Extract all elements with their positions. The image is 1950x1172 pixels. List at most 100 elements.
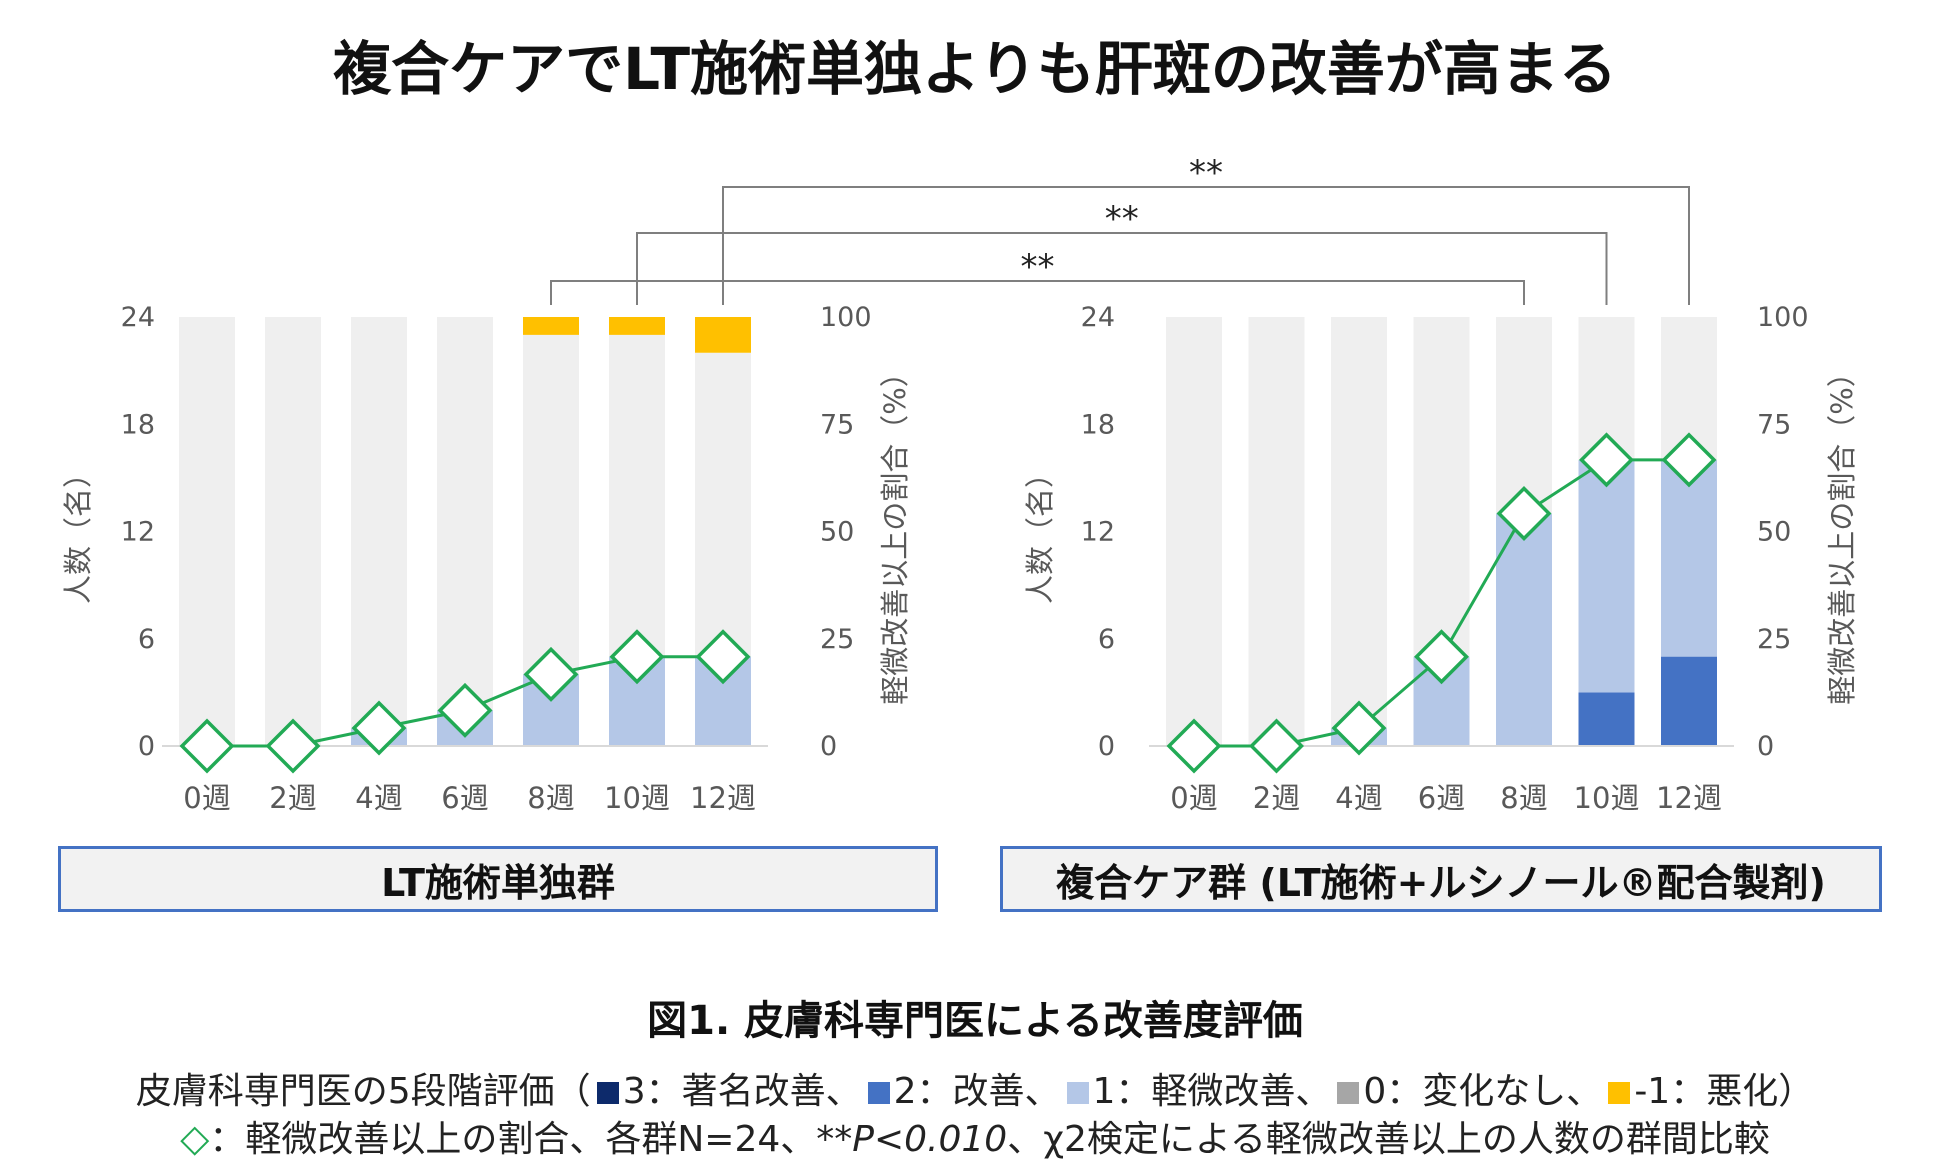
y-tick-label: 6 (1098, 624, 1115, 655)
bar-segment (1496, 513, 1552, 746)
bar-segment (1331, 317, 1387, 729)
bar-segment (1578, 692, 1635, 746)
diamond-icon: ◇ (180, 1116, 210, 1160)
y2-tick-label: 0 (1757, 731, 1774, 762)
y2-tick-label: 25 (820, 624, 854, 655)
y-tick-label: 6 (138, 624, 155, 655)
x-tick-label: 4週 (355, 781, 402, 815)
proportion-marker (1331, 700, 1387, 756)
y-tick-label: 12 (1081, 517, 1115, 548)
chart-lt-only: 0 6 12 18 24 0 25 50 75 100 人数（名） 軽微改善以上の割合（%） 0週 2週 4… (61, 302, 912, 815)
significance-label: ** (1189, 153, 1223, 193)
bar-segment (609, 334, 665, 657)
bar-segment (179, 317, 235, 746)
significance-bracket (636, 232, 1608, 305)
legend-note-a: ：軽微改善以上の割合、各群N=24、 (209, 1119, 817, 1160)
x-tick-label: 8週 (1500, 781, 1547, 815)
x-tick-label: 6週 (1418, 781, 1465, 815)
bar-segment (265, 317, 321, 746)
bar-segment (523, 317, 579, 335)
bar-segment (1166, 317, 1222, 746)
bar-segment (1413, 317, 1470, 657)
page-title: 複合ケアでLT施術単独よりも肝斑の改善が高まる (333, 35, 1617, 103)
y2-axis-title: 軽微改善以上の割合（%） (1825, 358, 1859, 705)
legend-swatch-2 (867, 1082, 890, 1104)
bar-segment (1661, 656, 1717, 746)
legend-swatch-1 (1066, 1082, 1089, 1104)
proportion-marker (1496, 486, 1552, 541)
group-label-lt-only: LT施術単独群 (58, 846, 938, 912)
x-tick-label: 6週 (441, 781, 488, 815)
y-tick-label: 24 (1081, 302, 1115, 333)
proportion-marker (695, 629, 751, 685)
bar-segment (1578, 460, 1635, 693)
legend-swatch-minus1 (1608, 1082, 1631, 1104)
y-tick-label: 12 (121, 517, 155, 548)
y-tick-label: 0 (138, 731, 155, 762)
y2-axis-title: 軽微改善以上の割合（%） (878, 358, 912, 705)
chart-combined-care: 0 6 12 18 24 0 25 50 75 100 人数（名） 軽微改善以上の割合（%） 0週 2週 4… (1023, 302, 1859, 815)
proportion-marker (1661, 432, 1717, 488)
y-tick-label: 24 (121, 302, 155, 333)
legend-label-1: 1：軽微改善、 (1092, 1071, 1332, 1112)
proportion-marker (1166, 718, 1222, 774)
y2-tick-label: 100 (1757, 302, 1809, 333)
y2-tick-label: 75 (820, 409, 854, 440)
legend-note: ◇：軽微改善以上の割合、各群N=24、**P<0.010、χ2検定による軽微改善… (0, 1110, 1950, 1162)
y-tick-label: 18 (121, 409, 155, 440)
y2-tick-label: 25 (1757, 624, 1791, 655)
y2-tick-label: 50 (820, 517, 854, 548)
bar-segment (695, 352, 751, 657)
group-label-combined: 複合ケア群 (LT施術+ルシノール®配合製剤) (1000, 846, 1882, 912)
y-tick-label: 18 (1081, 409, 1115, 440)
proportion-marker (265, 718, 321, 774)
y-axis-title: 人数（名） (1023, 459, 1057, 604)
bar-segment (1661, 460, 1717, 657)
legend-swatch-0 (1337, 1082, 1360, 1104)
bar-segment (695, 317, 751, 353)
bar-segment (437, 317, 493, 711)
y2-tick-label: 75 (1757, 409, 1791, 440)
bar-segment (609, 317, 665, 335)
x-tick-label: 8週 (527, 781, 574, 815)
x-tick-label: 12週 (690, 781, 756, 815)
legend-row: 皮膚科専門医の5段階評価（ 3：著名改善、 2：改善、 1：軽微改善、 0：変化なし、 -… (0, 1062, 1950, 1114)
figure-caption: 図1. 皮膚科専門医による改善度評価 (647, 998, 1303, 1044)
proportion-marker (351, 700, 407, 756)
bar-segment (1496, 317, 1552, 514)
legend-label-3: 3：著名改善、 (622, 1071, 862, 1112)
significance-brackets: ** ** ** (550, 153, 1690, 305)
bar-segment (1248, 317, 1305, 746)
bar-segment (523, 334, 579, 675)
y2-tick-label: 50 (1757, 517, 1791, 548)
proportion-marker (1579, 432, 1634, 488)
y2-tick-label: 0 (820, 731, 837, 762)
proportion-marker (179, 718, 235, 774)
proportion-marker (437, 682, 493, 738)
y2-tick-label: 100 (820, 302, 872, 333)
x-tick-label: 10週 (1574, 781, 1640, 815)
legend-label-minus1: -1：悪化） (1634, 1071, 1815, 1112)
proportion-marker (609, 629, 665, 685)
x-tick-label: 4週 (1335, 781, 1382, 815)
proportion-marker (1414, 629, 1469, 685)
legend-note-p: **P<0.010 (816, 1119, 1008, 1160)
legend-prefix: 皮膚科専門医の5段階評価（ (135, 1071, 591, 1112)
significance-label: ** (1021, 247, 1055, 287)
legend-note-b: 、χ2検定による軽微改善以上の人数の群間比較 (1007, 1119, 1770, 1160)
x-tick-label: 0週 (1170, 781, 1217, 815)
x-tick-label: 2週 (1253, 781, 1300, 815)
proportion-marker (523, 646, 579, 702)
x-tick-label: 2週 (269, 781, 316, 815)
legend-label-2: 2：改善、 (893, 1071, 1061, 1112)
y-tick-label: 0 (1098, 731, 1115, 762)
legend-swatch-3 (596, 1082, 619, 1104)
x-tick-label: 10週 (604, 781, 670, 815)
legend-label-0: 0：変化なし、 (1363, 1071, 1603, 1112)
significance-label: ** (1105, 199, 1139, 239)
bar-segment (351, 317, 407, 729)
significance-bracket (550, 280, 1525, 305)
significance-bracket (722, 186, 1690, 305)
proportion-marker (1249, 718, 1304, 774)
